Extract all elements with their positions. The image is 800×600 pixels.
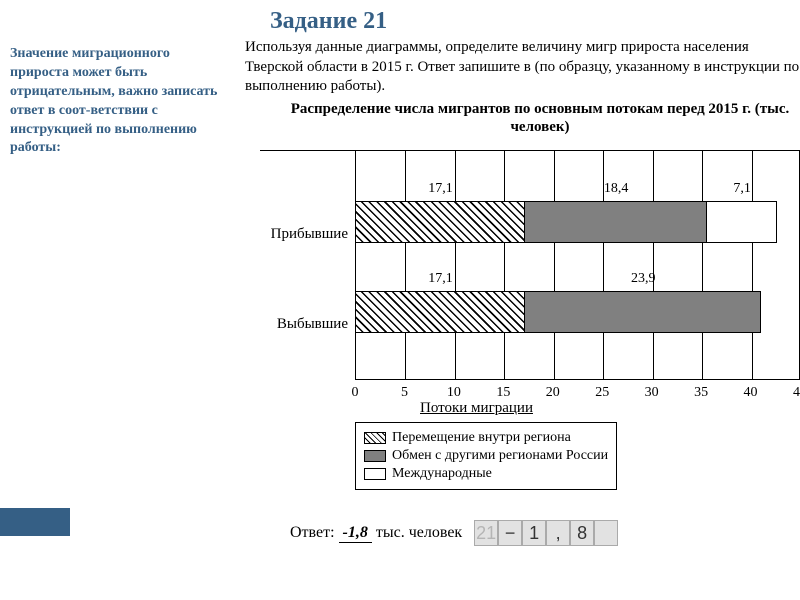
bar-value-label: 7,1 — [733, 181, 751, 197]
plot-area: 17,1 18,4 7,1 17,1 23,9 — [355, 151, 799, 380]
legend: Перемещение внутри региона Обмен с други… — [355, 422, 617, 490]
swatch-gray-icon — [364, 450, 386, 462]
answer-label: Ответ: — [290, 524, 335, 542]
answer-row: Ответ: -1,8 тыс. человек 21 − 1 , 8 — [290, 520, 618, 546]
legend-label: Обмен с другими регионами России — [392, 448, 608, 464]
question-text: Используя данные диаграммы, определите в… — [245, 38, 800, 97]
cell: 21 — [474, 520, 498, 546]
task-title: Задание 21 — [270, 8, 387, 35]
legend-item: Международные — [364, 466, 608, 482]
answer-value: -1,8 — [339, 524, 372, 543]
tick-label: 10 — [447, 385, 461, 401]
legend-item: Обмен с другими регионами России — [364, 448, 608, 464]
cell: 8 — [570, 520, 594, 546]
tick-label: 5 — [401, 385, 408, 401]
tick-label: 35 — [694, 385, 708, 401]
tick-label: 40 — [744, 385, 758, 401]
axis-title: Потоки миграции — [420, 400, 533, 417]
bar-chart: 17,118,47,117,123,9 Прибывшие Выбывшие 0… — [260, 150, 800, 380]
swatch-white-icon — [364, 468, 386, 480]
tick-label: 25 — [595, 385, 609, 401]
category-label: Прибывшие — [260, 226, 348, 243]
category-label: Выбывшие — [260, 316, 348, 333]
bar-value-label: 17,1 — [428, 181, 453, 197]
bar-value-label: 18,4 — [604, 181, 629, 197]
tick-label: 0 — [352, 385, 359, 401]
cell: 1 — [522, 520, 546, 546]
bar-value-label: 23,9 — [631, 271, 656, 287]
tick-label: 20 — [546, 385, 560, 401]
slide-accent — [0, 508, 70, 536]
answer-unit: тыс. человек — [376, 524, 462, 542]
answer-cells: 21 − 1 , 8 — [474, 520, 618, 546]
cell — [594, 520, 618, 546]
cell: − — [498, 520, 522, 546]
legend-item: Перемещение внутри региона — [364, 430, 608, 446]
tick-label: 15 — [496, 385, 510, 401]
cell: , — [546, 520, 570, 546]
legend-label: Перемещение внутри региона — [392, 430, 571, 446]
bar-value-label: 17,1 — [428, 271, 453, 287]
chart-title: Распределение числа мигрантов по основны… — [280, 100, 800, 136]
tick-label: 30 — [645, 385, 659, 401]
legend-label: Международные — [392, 466, 492, 482]
tick-label: 45 — [793, 385, 800, 401]
swatch-hatch-icon — [364, 432, 386, 444]
sidebar-note: Значение миграционного прироста может бы… — [10, 45, 225, 158]
